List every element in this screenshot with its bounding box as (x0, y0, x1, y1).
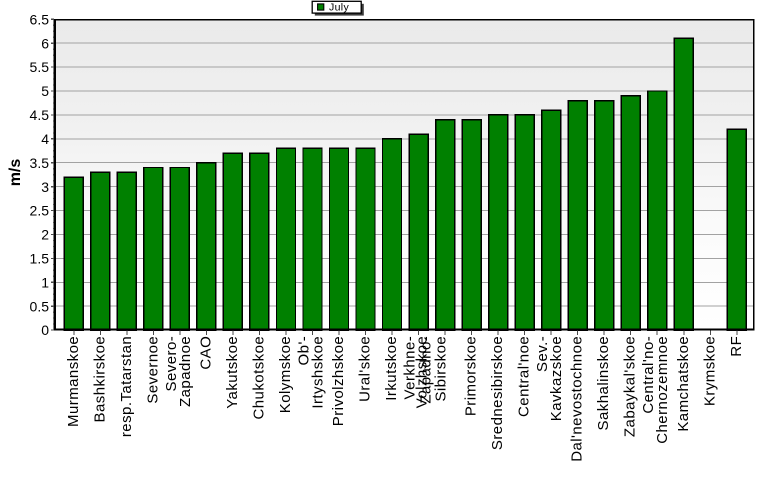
svg-text:Verkhne-: Verkhne- (402, 336, 419, 400)
svg-text:Sakhalinskoe: Sakhalinskoe (595, 336, 612, 431)
svg-text:Murmanskoe: Murmanskoe (65, 336, 82, 427)
svg-text:3.5: 3.5 (30, 155, 50, 171)
svg-text:0: 0 (41, 322, 49, 338)
svg-text:Ob'-: Ob'- (296, 336, 313, 366)
svg-text:Bashkirskoe: Bashkirskoe (91, 336, 108, 423)
svg-text:2.5: 2.5 (30, 203, 50, 219)
svg-text:Zapadnoe: Zapadnoe (177, 336, 194, 407)
svg-text:Krymskoe: Krymskoe (701, 336, 718, 406)
svg-text:Irkutskoe: Irkutskoe (383, 336, 400, 401)
svg-text:m/s: m/s (7, 159, 24, 187)
svg-text:Sev.-: Sev.- (534, 336, 551, 372)
svg-text:Central'no-: Central'no- (640, 336, 657, 414)
svg-text:July: July (329, 1, 349, 13)
svg-text:6.5: 6.5 (30, 11, 50, 27)
svg-text:5: 5 (41, 83, 49, 99)
svg-text:Sibirskoe: Sibirskoe (433, 336, 450, 402)
svg-text:Irtyshskoe: Irtyshskoe (310, 336, 327, 409)
svg-text:resp.Tatarstan: resp.Tatarstan (118, 336, 135, 437)
svg-text:CAO: CAO (197, 336, 214, 370)
svg-text:Privolzhskoe: Privolzhskoe (330, 336, 347, 426)
svg-text:Srednesibirskoe: Srednesibirskoe (489, 336, 506, 450)
svg-text:0.5: 0.5 (30, 298, 50, 314)
svg-text:Zabaykal'skoe: Zabaykal'skoe (622, 336, 639, 437)
svg-text:Zapadno-: Zapadno- (418, 336, 435, 404)
svg-text:Kavkazskoe: Kavkazskoe (548, 336, 565, 421)
svg-text:Ural'skoe: Ural'skoe (357, 336, 374, 402)
svg-text:Chukotskoe: Chukotskoe (250, 336, 267, 420)
svg-text:4.5: 4.5 (30, 107, 50, 123)
svg-text:5.5: 5.5 (30, 59, 50, 75)
svg-text:RF: RF (728, 336, 745, 357)
svg-text:6: 6 (41, 35, 49, 51)
svg-text:Kolymskoe: Kolymskoe (277, 336, 294, 413)
svg-text:Chernozemnoe: Chernozemnoe (654, 336, 671, 444)
svg-text:Kamchatskoe: Kamchatskoe (675, 336, 692, 432)
svg-text:Severo-: Severo- (163, 336, 180, 392)
svg-text:Primorskoe: Primorskoe (463, 336, 480, 416)
svg-text:2: 2 (41, 227, 49, 243)
svg-text:Central'noe: Central'noe (516, 336, 533, 417)
svg-text:Severnoe: Severnoe (144, 336, 161, 404)
svg-text:1.5: 1.5 (30, 251, 50, 267)
svg-text:Volzhskoe: Volzhskoe (414, 336, 431, 408)
svg-text:1: 1 (41, 274, 49, 290)
svg-text:Yakutskoe: Yakutskoe (224, 336, 241, 409)
svg-text:Dal'nevostochnoe: Dal'nevostochnoe (569, 336, 586, 462)
svg-text:4: 4 (41, 131, 49, 147)
svg-text:3: 3 (41, 179, 49, 195)
